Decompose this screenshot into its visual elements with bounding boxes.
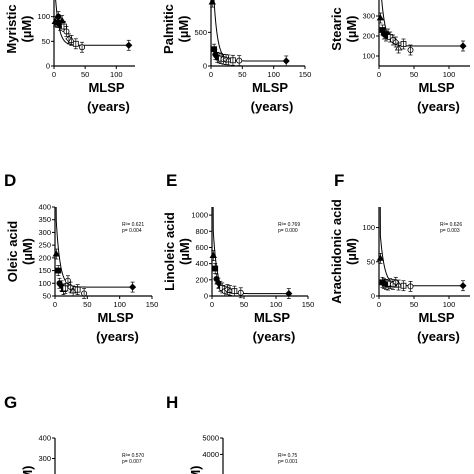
panel-letter: E <box>166 171 177 190</box>
x-axis-label: MLSP <box>88 80 124 95</box>
x-tick-label: 100 <box>270 300 283 309</box>
y-axis-unit: (µM) <box>188 466 203 474</box>
x-tick-label: 50 <box>240 300 248 309</box>
fit-curve <box>55 206 133 288</box>
y-tick-label: 50 <box>42 37 50 46</box>
y-tick-label: 5000 <box>202 434 219 443</box>
x-tick-label: 150 <box>302 300 315 309</box>
y-tick-label: 200 <box>195 275 208 284</box>
r-squared-label: R²= 0.626 <box>440 222 462 228</box>
panel-letter: F <box>334 171 344 190</box>
x-axis-label: MLSP <box>254 310 290 325</box>
x-tick-label: 0 <box>52 70 56 79</box>
y-tick-label: 600 <box>195 243 208 252</box>
x-tick-label: 100 <box>110 70 123 79</box>
y-tick-label: 100 <box>38 279 51 288</box>
y-axis-unit: (µM) <box>19 16 34 43</box>
x-tick-label: 100 <box>113 300 126 309</box>
fit-curve <box>212 206 289 295</box>
y-axis-unit: (µM) <box>177 238 192 265</box>
x-tick-label: 50 <box>81 70 89 79</box>
x-tick-label: 0 <box>209 70 213 79</box>
y-tick-label: 0 <box>204 292 208 301</box>
p-value-label: p= 0.001 <box>278 459 298 465</box>
y-axis-label: Arachidonic acid <box>329 199 344 304</box>
x-axis-label: MLSP <box>418 80 454 95</box>
panel-letter: G <box>4 393 17 412</box>
x-tick-label: 100 <box>443 70 456 79</box>
y-tick-label: 100 <box>362 223 375 232</box>
y-tick-label: 200 <box>38 253 51 262</box>
x-tick-label: 50 <box>238 70 246 79</box>
y-tick-label: 400 <box>195 259 208 268</box>
x-axis-label: MLSP <box>97 310 133 325</box>
fit-curve <box>213 0 287 62</box>
x-tick-label: 0 <box>53 300 57 309</box>
y-tick-label: 150 <box>38 266 51 275</box>
r-squared-label: R²= 0.570 <box>122 453 144 459</box>
y-tick-label: 300 <box>362 12 375 21</box>
x-tick-label: 100 <box>443 300 456 309</box>
x-tick-label: 150 <box>146 300 159 309</box>
y-tick-label: 200 <box>362 32 375 41</box>
x-axis-unit: (years) <box>96 329 139 344</box>
x-tick-label: 0 <box>210 300 214 309</box>
y-axis-label: Myristic <box>4 4 19 53</box>
p-value-label: p= 0.004 <box>122 228 142 234</box>
y-axis-unit: (µM) <box>20 238 35 265</box>
y-tick-label: 400 <box>38 203 51 212</box>
x-tick-label: 50 <box>410 70 418 79</box>
y-axis-label: Linoleic acid <box>162 212 177 291</box>
fit-curve <box>381 0 463 47</box>
p-value-label: p= 0.007 <box>122 459 142 465</box>
x-tick-label: 0 <box>377 300 381 309</box>
y-tick-label: 250 <box>38 241 51 250</box>
y-axis-label: Palmitic <box>161 4 176 54</box>
p-value-label: p= 0.003 <box>440 228 460 234</box>
y-tick-label: 100 <box>362 52 375 61</box>
panel-letter: D <box>4 171 16 190</box>
y-axis-unit: (µM) <box>344 16 359 43</box>
x-axis-label: MLSP <box>252 80 288 95</box>
y-tick-label: 800 <box>195 227 208 236</box>
panel-letter: H <box>166 393 178 412</box>
x-tick-label: 50 <box>410 300 418 309</box>
y-tick-label: 0 <box>203 62 207 71</box>
r-squared-label: R²= 0.769 <box>278 222 300 228</box>
y-tick-label: 0 <box>46 62 50 71</box>
x-tick-label: 150 <box>299 70 312 79</box>
y-axis-label: Stearic <box>329 7 344 50</box>
y-tick-label: 300 <box>38 228 51 237</box>
fit-curve <box>379 206 463 287</box>
y-tick-label: 50 <box>367 257 375 266</box>
x-axis-unit: (years) <box>417 329 460 344</box>
x-axis-label: MLSP <box>418 310 454 325</box>
x-axis-unit: (years) <box>251 99 294 114</box>
r-squared-label: R²= 0.75 <box>278 453 298 459</box>
y-axis-unit: (µM) <box>20 466 35 474</box>
x-axis-unit: (years) <box>253 329 296 344</box>
y-tick-label: 500 <box>194 28 207 37</box>
x-tick-label: 50 <box>83 300 91 309</box>
y-tick-label: 100 <box>37 12 50 21</box>
y-tick-label: 350 <box>38 215 51 224</box>
x-tick-label: 0 <box>377 70 381 79</box>
y-tick-label: 1000 <box>191 211 208 220</box>
r-squared-label: R²= 0.621 <box>122 222 144 228</box>
y-axis-label: Oleic acid <box>5 221 20 282</box>
y-tick-label: 50 <box>43 292 51 301</box>
x-tick-label: 100 <box>267 70 280 79</box>
x-axis-unit: (years) <box>417 99 460 114</box>
y-axis-unit: (µM) <box>176 16 191 43</box>
y-tick-label: 4000 <box>202 450 219 459</box>
p-value-label: p= 0.000 <box>278 228 298 234</box>
y-axis-unit: (µM) <box>344 238 359 265</box>
y-tick-label: 0 <box>371 292 375 301</box>
y-tick-label: 400 <box>38 434 51 443</box>
y-tick-label: 300 <box>38 454 51 463</box>
x-axis-unit: (years) <box>87 99 130 114</box>
